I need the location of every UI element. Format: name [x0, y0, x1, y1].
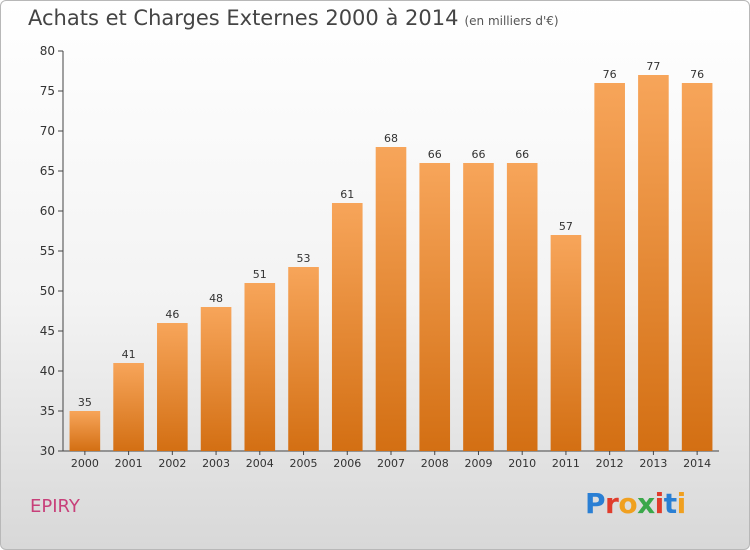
- bar-value-label: 68: [384, 132, 398, 145]
- bar-value-label: 53: [297, 252, 311, 265]
- bar[interactable]: [506, 163, 538, 451]
- logo-letter: i: [654, 487, 665, 520]
- bar-value-label: 76: [690, 68, 704, 81]
- x-tick-label: 2003: [202, 457, 230, 470]
- x-tick-label: 2007: [377, 457, 405, 470]
- y-tick-label: 30: [40, 444, 55, 458]
- x-tick-label: 2000: [71, 457, 99, 470]
- proxiti-logo[interactable]: Proxiti: [585, 487, 686, 520]
- bar[interactable]: [594, 83, 625, 451]
- bar[interactable]: [375, 147, 407, 451]
- bar[interactable]: [638, 75, 669, 451]
- y-tick-label: 80: [40, 44, 55, 58]
- bar[interactable]: [463, 163, 494, 451]
- y-tick-label: 40: [40, 364, 55, 378]
- commune-name: EPIRY: [30, 496, 80, 517]
- x-tick-label: 2002: [158, 457, 186, 470]
- y-tick-label: 75: [40, 84, 55, 98]
- x-tick-label: 2012: [596, 457, 624, 470]
- x-tick-label: 2006: [333, 457, 361, 470]
- bar-value-label: 77: [646, 60, 660, 73]
- bar-value-label: 35: [78, 396, 92, 409]
- bar-value-label: 51: [253, 268, 267, 281]
- bar-layer: 35 41 46 48 51 53 61 68 66 66 66 57 76 77 76: [69, 60, 713, 451]
- logo-letter: t: [663, 487, 677, 520]
- axis-layer: 30 35 40 45 50 55 60 65 70 75 80 2000 2001 2002 2003 20…: [40, 44, 719, 470]
- bar-value-label: 57: [559, 220, 573, 233]
- bar-value-label: 66: [515, 148, 529, 161]
- bar[interactable]: [200, 307, 232, 451]
- bar-value-label: 48: [209, 292, 223, 305]
- logo-letter: o: [618, 487, 638, 520]
- x-tick-label: 2009: [464, 457, 492, 470]
- y-tick-label: 60: [40, 204, 55, 218]
- bar[interactable]: [113, 363, 144, 451]
- logo-letter: x: [637, 487, 655, 520]
- bar-value-label: 76: [603, 68, 617, 81]
- chart-unit: (en milliers d'€): [464, 14, 559, 28]
- y-tick-label: 50: [40, 284, 55, 298]
- y-tick-label: 45: [40, 324, 55, 338]
- bar-value-label: 66: [471, 148, 485, 161]
- bar[interactable]: [244, 283, 276, 451]
- x-tick-label: 2001: [115, 457, 143, 470]
- x-tick-label: 2013: [639, 457, 667, 470]
- y-tick-label: 35: [40, 404, 55, 418]
- bar-value-label: 46: [165, 308, 179, 321]
- x-tick-label: 2011: [552, 457, 580, 470]
- y-tick-label: 70: [40, 124, 55, 138]
- bar[interactable]: [681, 83, 713, 451]
- chart-title-text: Achats et Charges Externes 2000 à 2014: [28, 6, 459, 30]
- bar[interactable]: [157, 323, 188, 451]
- y-tick-label: 65: [40, 164, 55, 178]
- bar[interactable]: [288, 267, 319, 451]
- x-tick-label: 2005: [290, 457, 318, 470]
- bar-value-label: 61: [340, 188, 354, 201]
- bar[interactable]: [550, 235, 582, 451]
- x-tick-label: 2008: [421, 457, 449, 470]
- logo-letter: P: [585, 487, 606, 520]
- y-tick-label: 55: [40, 244, 55, 258]
- logo-letter: i: [676, 487, 687, 520]
- bar[interactable]: [419, 163, 451, 451]
- bar[interactable]: [69, 411, 101, 451]
- logo-letter: r: [605, 487, 619, 520]
- x-tick-label: 2014: [683, 457, 711, 470]
- bar-value-label: 66: [428, 148, 442, 161]
- bar-value-label: 41: [122, 348, 136, 361]
- x-tick-label: 2010: [508, 457, 536, 470]
- chart-title: Achats et Charges Externes 2000 à 2014 (e…: [28, 6, 559, 30]
- bar[interactable]: [331, 203, 363, 451]
- x-tick-label: 2004: [246, 457, 274, 470]
